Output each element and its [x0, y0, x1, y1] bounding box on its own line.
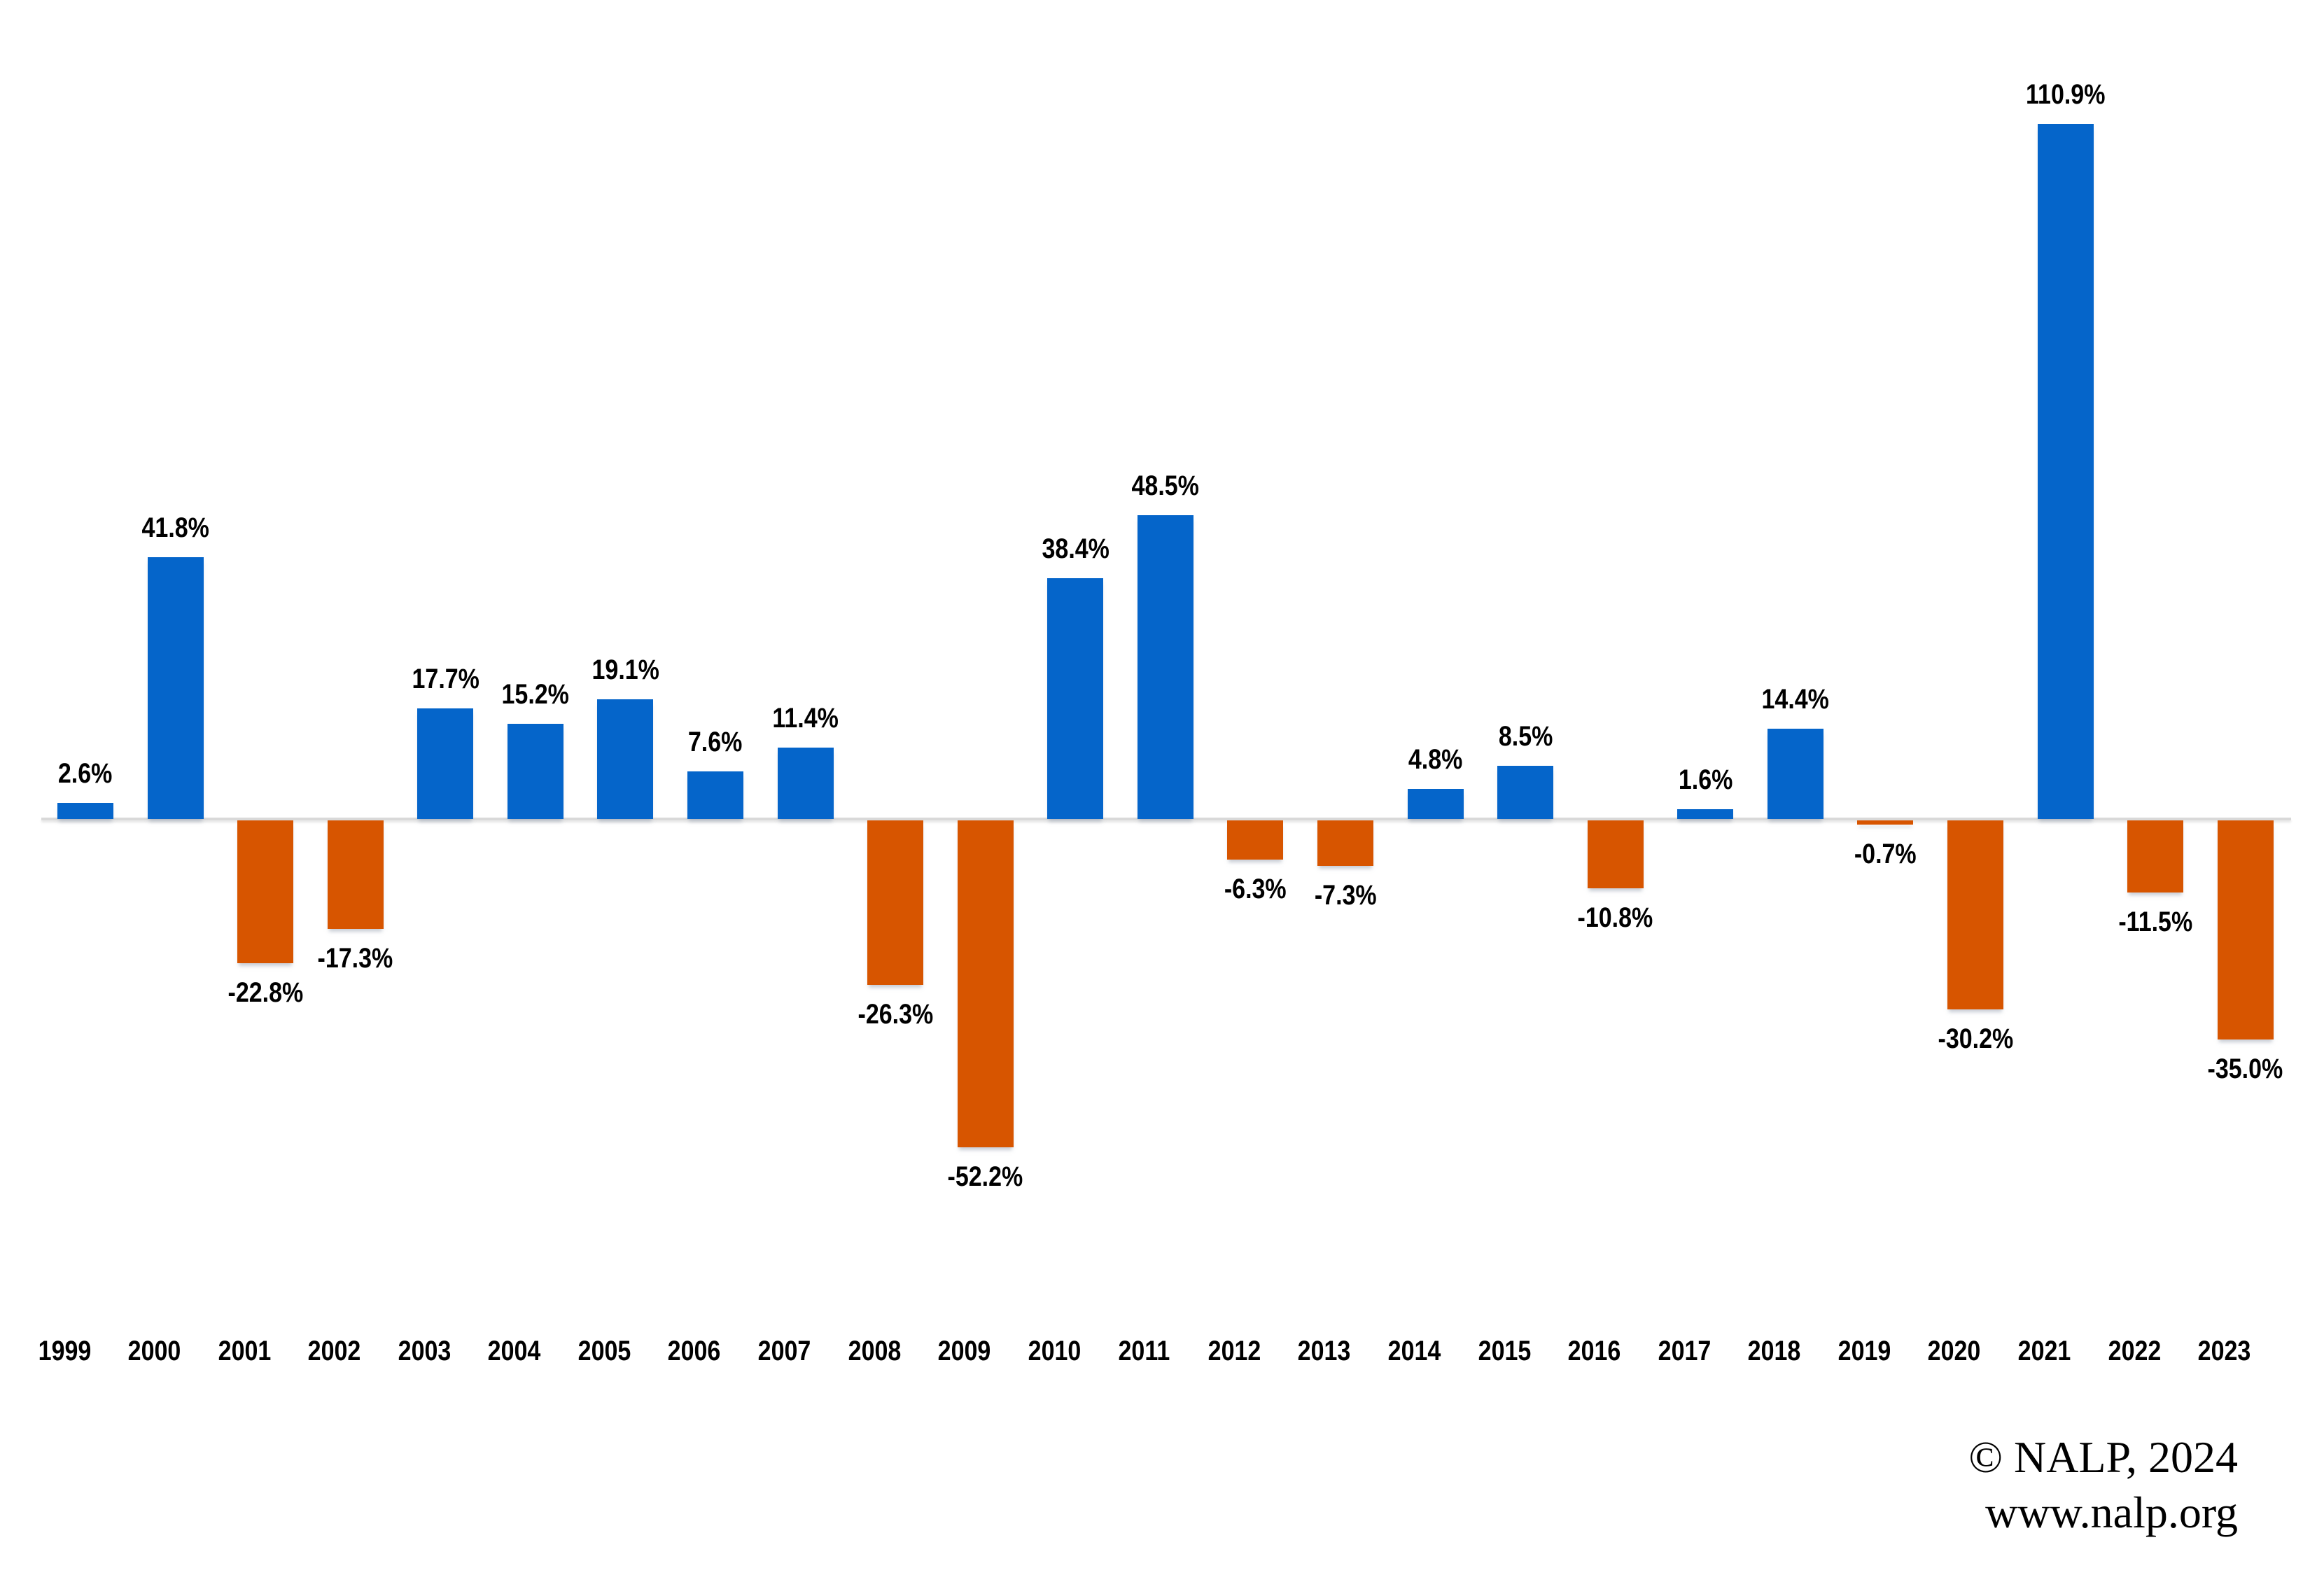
bar-2016	[1587, 820, 1644, 888]
value-label-2005: 19.1%	[592, 654, 659, 686]
website-url: www.nalp.org	[1985, 1488, 2238, 1537]
x-tick-2017: 2017	[1658, 1336, 1712, 1366]
bar-2005	[597, 699, 654, 819]
value-label-2022: -11.5%	[2118, 906, 2193, 937]
x-tick-2007: 2007	[757, 1336, 811, 1366]
value-label-2019: -0.7%	[1854, 839, 1917, 870]
bar-2006	[687, 771, 743, 819]
x-tick-2016: 2016	[1567, 1336, 1621, 1366]
bar-2012	[1227, 820, 1284, 860]
value-label-2023: -35.0%	[2207, 1054, 2283, 1085]
x-tick-1999: 1999	[38, 1336, 91, 1366]
value-label-2006: 7.6%	[688, 726, 743, 757]
value-label-2009: -52.2%	[947, 1161, 1023, 1193]
copyright-block: © NALP, 2024 www.nalp.org	[1968, 1429, 2238, 1540]
x-tick-2009: 2009	[937, 1336, 991, 1366]
value-label-2003: 17.7%	[412, 663, 479, 694]
x-tick-2010: 2010	[1028, 1336, 1082, 1366]
value-label-2002: -17.3%	[317, 942, 393, 974]
value-label-2010: 38.4%	[1042, 533, 1110, 565]
bar-2008	[867, 820, 924, 986]
x-tick-2019: 2019	[1837, 1336, 1891, 1366]
bar-2022	[2127, 820, 2184, 892]
bar-2013	[1317, 820, 1373, 867]
bar-2020	[1947, 820, 2003, 1010]
bar-2019	[1857, 820, 1914, 825]
x-tick-2021: 2021	[2017, 1336, 2071, 1366]
x-tick-2001: 2001	[218, 1336, 271, 1366]
value-label-2017: 1.6%	[1678, 764, 1732, 795]
value-label-2004: 15.2%	[501, 678, 570, 710]
x-tick-2014: 2014	[1387, 1336, 1441, 1366]
x-tick-2023: 2023	[2197, 1336, 2251, 1366]
bar-1999	[57, 802, 113, 819]
value-label-2015: 8.5%	[1498, 720, 1553, 752]
value-label-2001: -22.8%	[227, 977, 303, 1009]
x-tick-2022: 2022	[2108, 1336, 2161, 1366]
bar-2000	[147, 556, 204, 819]
bar-2023	[2217, 820, 2274, 1040]
value-label-2012: -6.3%	[1224, 874, 1287, 905]
bar-2015	[1497, 765, 1554, 819]
value-label-2013: -7.3%	[1314, 880, 1377, 911]
value-label-2014: 4.8%	[1408, 744, 1463, 776]
x-tick-2005: 2005	[578, 1336, 631, 1366]
bar-2011	[1137, 514, 1194, 819]
bar-2010	[1047, 578, 1104, 819]
copyright-text: © NALP, 2024	[1968, 1432, 2238, 1482]
x-tick-2012: 2012	[1208, 1336, 1261, 1366]
x-tick-2015: 2015	[1478, 1336, 1531, 1366]
bar-2002	[327, 820, 384, 929]
value-label-2007: 11.4%	[772, 702, 839, 734]
x-tick-2008: 2008	[848, 1336, 901, 1366]
bar-2009	[957, 820, 1014, 1148]
bar-2003	[417, 708, 474, 819]
x-tick-2020: 2020	[1928, 1336, 1981, 1366]
bar-2014	[1407, 789, 1464, 819]
value-label-2018: 14.4%	[1761, 684, 1830, 715]
x-tick-2002: 2002	[307, 1336, 361, 1366]
bar-2021	[2037, 124, 2094, 819]
x-tick-2011: 2011	[1118, 1336, 1170, 1366]
value-label-2020: -30.2%	[1938, 1023, 2013, 1055]
zero-axis-line	[41, 818, 2291, 820]
x-tick-2003: 2003	[398, 1336, 451, 1366]
value-label-1999: 2.6%	[58, 757, 113, 789]
x-tick-2004: 2004	[488, 1336, 541, 1366]
bar-2004	[507, 723, 564, 819]
value-label-2011: 48.5%	[1131, 470, 1200, 501]
x-tick-2000: 2000	[127, 1336, 181, 1366]
bar-2018	[1767, 729, 1823, 819]
value-label-2016: -10.8%	[1577, 902, 1653, 933]
x-tick-2006: 2006	[668, 1336, 721, 1366]
bar-2017	[1677, 808, 1734, 819]
bar-2001	[237, 820, 294, 964]
x-tick-2018: 2018	[1748, 1336, 1801, 1366]
value-label-2000: 41.8%	[141, 512, 209, 543]
value-label-2008: -26.3%	[858, 999, 933, 1030]
x-tick-2013: 2013	[1298, 1336, 1351, 1366]
value-label-2021: 110.9%	[2025, 79, 2106, 111]
bar-2007	[777, 747, 834, 819]
